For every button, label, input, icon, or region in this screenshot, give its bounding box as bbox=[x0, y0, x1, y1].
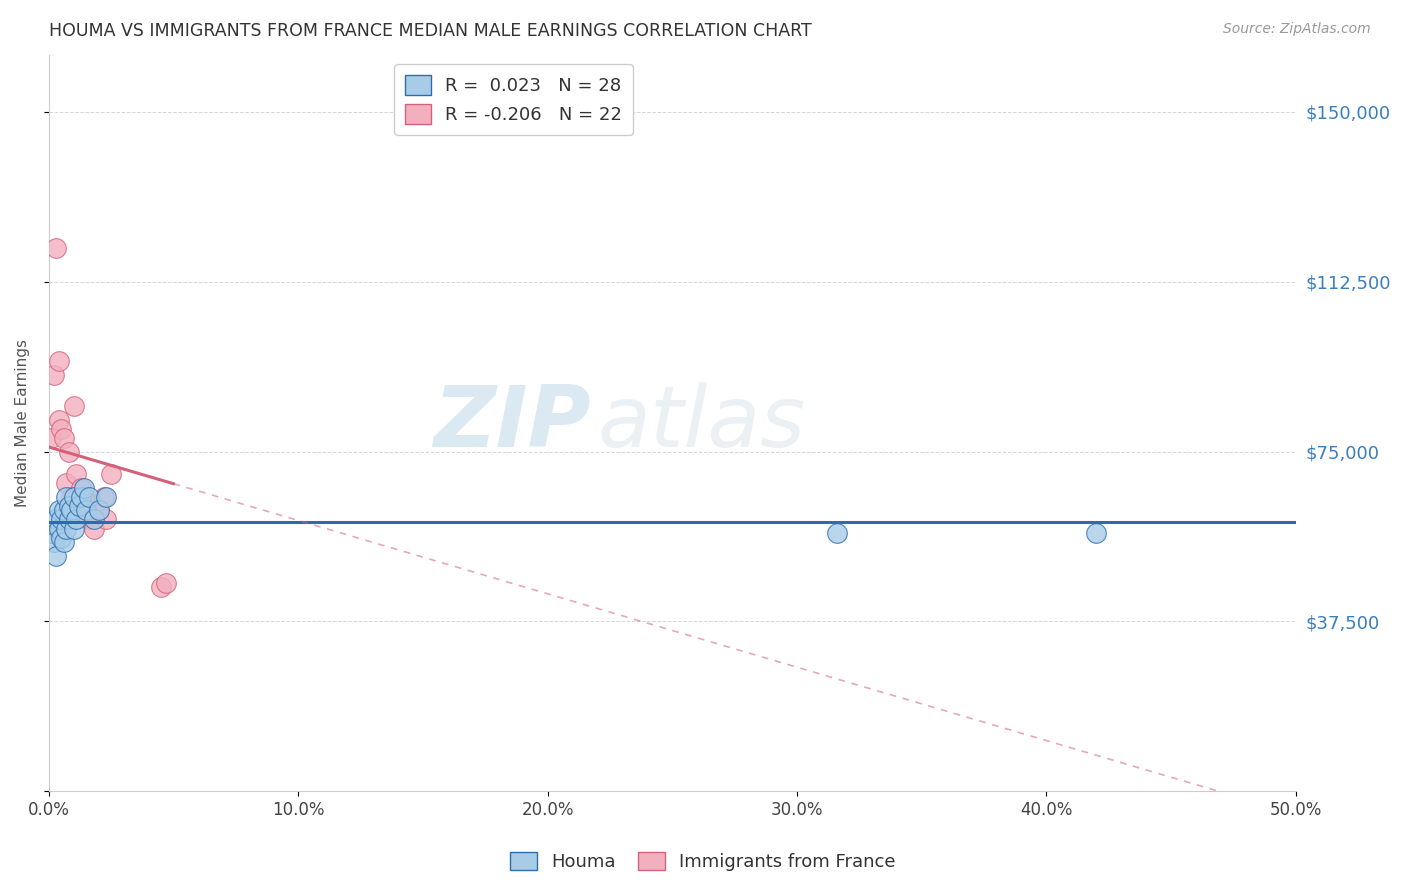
Legend: R =  0.023   N = 28, R = -0.206   N = 22: R = 0.023 N = 28, R = -0.206 N = 22 bbox=[395, 64, 633, 135]
Point bbox=[39, 526, 62, 541]
Point bbox=[52, 431, 75, 445]
Point bbox=[155, 575, 177, 590]
Point bbox=[94, 490, 117, 504]
Point bbox=[70, 490, 93, 504]
Point bbox=[77, 512, 100, 526]
Text: Source: ZipAtlas.com: Source: ZipAtlas.com bbox=[1223, 22, 1371, 37]
Point bbox=[58, 444, 80, 458]
Point bbox=[45, 241, 67, 255]
Point bbox=[825, 526, 848, 541]
Point bbox=[39, 431, 62, 445]
Point bbox=[62, 522, 84, 536]
Point bbox=[52, 535, 75, 549]
Point bbox=[48, 354, 70, 368]
Point bbox=[42, 535, 65, 549]
Point bbox=[48, 522, 70, 536]
Point bbox=[94, 512, 117, 526]
Point bbox=[55, 522, 77, 536]
Point bbox=[70, 481, 93, 495]
Text: atlas: atlas bbox=[598, 382, 806, 465]
Point bbox=[42, 368, 65, 382]
Point bbox=[77, 490, 100, 504]
Point bbox=[51, 531, 73, 545]
Point bbox=[62, 490, 84, 504]
Point bbox=[45, 512, 67, 526]
Point bbox=[52, 503, 75, 517]
Point bbox=[87, 503, 110, 517]
Text: HOUMA VS IMMIGRANTS FROM FRANCE MEDIAN MALE EARNINGS CORRELATION CHART: HOUMA VS IMMIGRANTS FROM FRANCE MEDIAN M… bbox=[49, 22, 811, 40]
Point bbox=[62, 399, 84, 413]
Point bbox=[65, 512, 87, 526]
Point bbox=[58, 512, 80, 526]
Point bbox=[60, 503, 83, 517]
Point bbox=[83, 512, 105, 526]
Point bbox=[48, 413, 70, 427]
Point bbox=[51, 422, 73, 436]
Point bbox=[100, 467, 122, 482]
Point bbox=[149, 581, 172, 595]
Point bbox=[45, 549, 67, 563]
Point bbox=[87, 503, 110, 517]
Point bbox=[73, 490, 96, 504]
Point bbox=[48, 503, 70, 517]
Point bbox=[65, 467, 87, 482]
Point bbox=[51, 512, 73, 526]
Point bbox=[55, 476, 77, 491]
Point bbox=[83, 522, 105, 536]
Point bbox=[1085, 526, 1108, 541]
Point bbox=[75, 503, 97, 517]
Legend: Houma, Immigrants from France: Houma, Immigrants from France bbox=[503, 845, 903, 879]
Point bbox=[73, 481, 96, 495]
Point bbox=[67, 499, 90, 513]
Y-axis label: Median Male Earnings: Median Male Earnings bbox=[15, 339, 30, 508]
Point bbox=[55, 490, 77, 504]
Point bbox=[60, 490, 83, 504]
Text: ZIP: ZIP bbox=[433, 382, 591, 465]
Point bbox=[93, 490, 115, 504]
Point bbox=[58, 499, 80, 513]
